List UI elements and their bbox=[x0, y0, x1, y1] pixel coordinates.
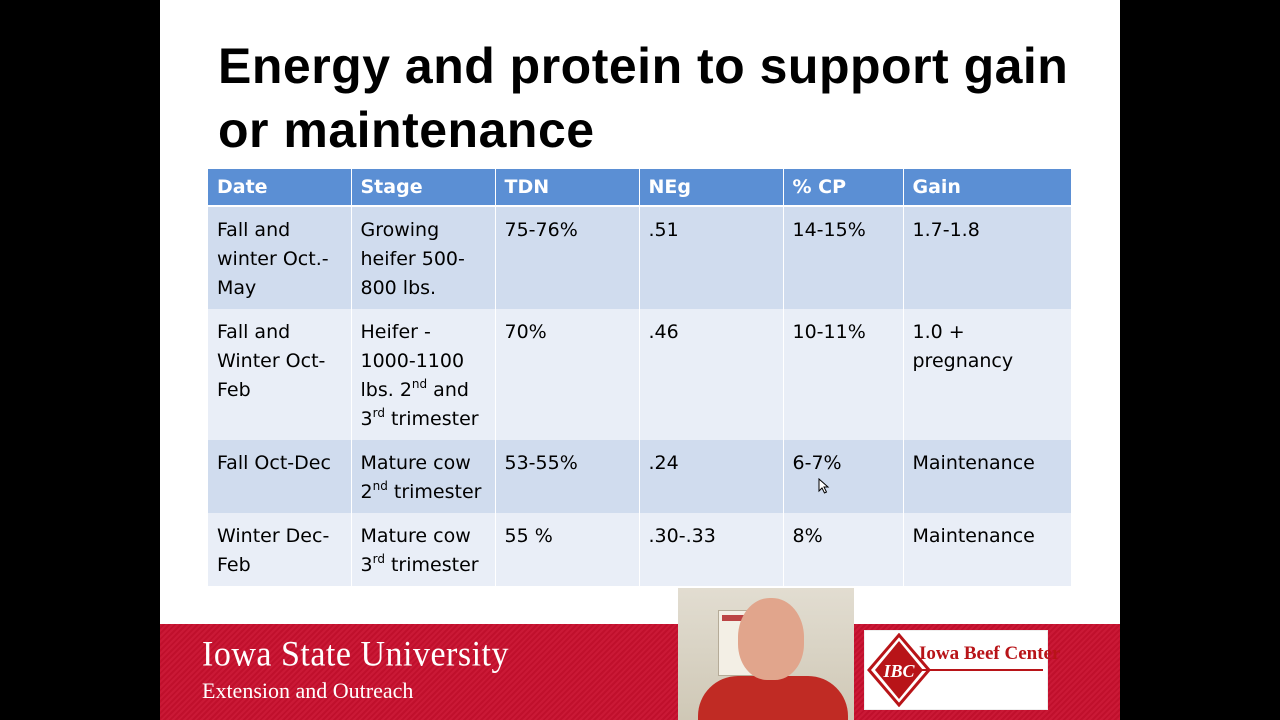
cell-cp: 14-15% bbox=[783, 206, 904, 309]
cell-tdn: 70% bbox=[495, 309, 640, 440]
table-header-row: Date Stage TDN NEg % CP Gain bbox=[208, 169, 1071, 207]
nutrition-table: Date Stage TDN NEg % CP Gain Fall and wi… bbox=[208, 169, 1071, 586]
presenter-video bbox=[678, 588, 854, 720]
cell-gain: Maintenance bbox=[903, 440, 1071, 513]
table-row: Fall and winter Oct.-May Growing heifer … bbox=[208, 206, 1071, 309]
cell-stage: Mature cow 2nd trimester bbox=[351, 440, 496, 513]
logo-underline bbox=[911, 669, 1043, 671]
header-gain: Gain bbox=[903, 169, 1071, 207]
slide-title: Energy and protein to support gain or ma… bbox=[218, 38, 1069, 158]
iowa-beef-center-logo: IBC Iowa Beef Center bbox=[864, 630, 1060, 710]
university-name: Iowa State University bbox=[202, 635, 509, 674]
slide: Energy and protein to support gain or ma… bbox=[160, 0, 1120, 720]
cell-neg: .51 bbox=[639, 206, 784, 309]
cell-tdn: 75-76% bbox=[495, 206, 640, 309]
mouse-cursor-icon bbox=[818, 478, 830, 494]
cell-neg: .30-.33 bbox=[639, 513, 784, 586]
header-stage: Stage bbox=[351, 169, 496, 207]
cell-tdn: 53-55% bbox=[495, 440, 640, 513]
stage-text: and 3 bbox=[360, 379, 469, 430]
cell-tdn: 55 % bbox=[495, 513, 640, 586]
logo-initials: IBC bbox=[882, 661, 915, 681]
stage-text: Heifer - 1000-1100 lbs. 2 bbox=[360, 321, 465, 401]
logo-name: Iowa Beef Center bbox=[919, 643, 1061, 664]
cell-neg: .46 bbox=[639, 309, 784, 440]
cell-date: Fall and Winter Oct-Feb bbox=[208, 309, 352, 440]
ordinal-suffix: rd bbox=[372, 552, 385, 566]
presenter-shirt bbox=[698, 676, 848, 720]
cell-gain: 1.0 + pregnancy bbox=[903, 309, 1071, 440]
university-subtitle: Extension and Outreach bbox=[202, 678, 414, 703]
cell-cp: 8% bbox=[783, 513, 904, 586]
ordinal-suffix: nd bbox=[372, 479, 388, 493]
cell-gain: Maintenance bbox=[903, 513, 1071, 586]
cell-gain: 1.7-1.8 bbox=[903, 206, 1071, 309]
ibc-diamond-icon: IBC bbox=[867, 633, 931, 707]
presenter-face bbox=[738, 598, 804, 680]
header-date: Date bbox=[208, 169, 352, 207]
ordinal-suffix: rd bbox=[372, 406, 385, 420]
stage-text: Mature cow 2 bbox=[360, 452, 471, 503]
header-cp: % CP bbox=[783, 169, 904, 207]
footer-banner: Iowa State University Extension and Outr… bbox=[160, 624, 1120, 720]
ordinal-suffix: nd bbox=[411, 377, 428, 391]
stage-text: trimester bbox=[384, 554, 479, 576]
cell-date: Winter Dec-Feb bbox=[208, 513, 352, 586]
table-row: Fall Oct-Dec Mature cow 2nd trimester 53… bbox=[208, 440, 1071, 513]
cell-stage: Growing heifer 500-800 lbs. bbox=[351, 206, 496, 309]
header-tdn: TDN bbox=[495, 169, 640, 207]
cell-cp: 10-11% bbox=[783, 309, 904, 440]
cell-stage: Mature cow 3rd trimester bbox=[351, 513, 496, 586]
stage-text: trimester bbox=[387, 481, 482, 503]
stage-text: Mature cow 3 bbox=[360, 525, 471, 576]
cell-cp: 6-7% bbox=[783, 440, 904, 513]
cell-date: Fall and winter Oct.-May bbox=[208, 206, 352, 309]
cell-neg: .24 bbox=[639, 440, 784, 513]
cell-date: Fall Oct-Dec bbox=[208, 440, 352, 513]
table-row: Fall and Winter Oct-Feb Heifer - 1000-11… bbox=[208, 309, 1071, 440]
header-neg: NEg bbox=[639, 169, 784, 207]
table-row: Winter Dec-Feb Mature cow 3rd trimester … bbox=[208, 513, 1071, 586]
stage-text: trimester bbox=[384, 408, 479, 430]
cell-stage: Heifer - 1000-1100 lbs. 2nd and 3rd trim… bbox=[351, 309, 496, 440]
